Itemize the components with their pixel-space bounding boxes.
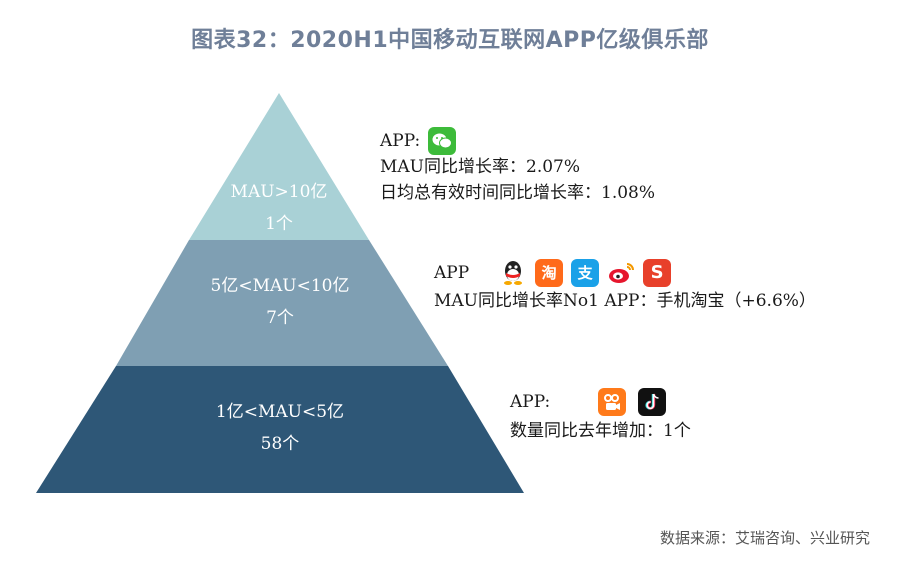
tier-middle-label: 5亿<MAU<10亿 7个 xyxy=(130,278,430,327)
info-top-line1: MAU同比增长率：2.07% xyxy=(380,156,581,177)
tier-top-range: MAU>10亿 xyxy=(230,182,328,202)
info-top-line2: 日均总有效时间同比增长率：1.08% xyxy=(380,182,656,203)
tier-top-label: MAU>10亿 1个 xyxy=(189,184,369,233)
alipay-icon: 支 xyxy=(571,259,600,287)
tier-top-count: 1个 xyxy=(265,214,293,234)
wechat-icon xyxy=(428,127,457,155)
info-bottom-app-label: APP: xyxy=(510,391,551,412)
info-middle: APP 淘 支 S MAU同比增长率No1 APP：手 xyxy=(434,258,816,314)
info-bottom-line1: 数量同比去年增加：1个 xyxy=(510,420,691,441)
chart-title: 图表32：2020H1中国移动互联网APP亿级俱乐部 xyxy=(191,28,709,53)
info-bottom: APP: 数量同比去年增加：1个 xyxy=(510,386,691,444)
info-middle-app-label: APP xyxy=(434,262,470,283)
info-middle-line1: MAU同比增长率No1 APP：手机淘宝（+6.6%） xyxy=(434,290,816,311)
pyramid-tier-top xyxy=(189,93,369,240)
weibo-icon xyxy=(607,259,635,287)
pyramid-tier-middle xyxy=(116,240,448,366)
tiktok-icon xyxy=(638,388,667,416)
info-top: APP: MAU同比增长率：2.07% 日均总有效时间同比增长率：1.08% xyxy=(380,127,656,206)
pyramid-tier-bottom xyxy=(36,366,524,493)
kuaishou-icon xyxy=(598,388,627,416)
wps-icon: S xyxy=(643,259,672,287)
tier-bottom-count: 58个 xyxy=(260,434,300,454)
tier-bottom-label: 1亿<MAU<5亿 58个 xyxy=(130,404,430,453)
info-top-app-label: APP: xyxy=(380,130,421,151)
tier-bottom-range: 1亿<MAU<5亿 xyxy=(215,402,345,422)
source-note: 数据来源：艾瑞咨询、兴业研究 xyxy=(659,529,870,547)
qq-icon xyxy=(499,259,527,287)
tier-middle-range: 5亿<MAU<10亿 xyxy=(210,276,350,296)
tier-middle-count: 7个 xyxy=(266,308,294,328)
taobao-icon: 淘 xyxy=(535,259,564,287)
